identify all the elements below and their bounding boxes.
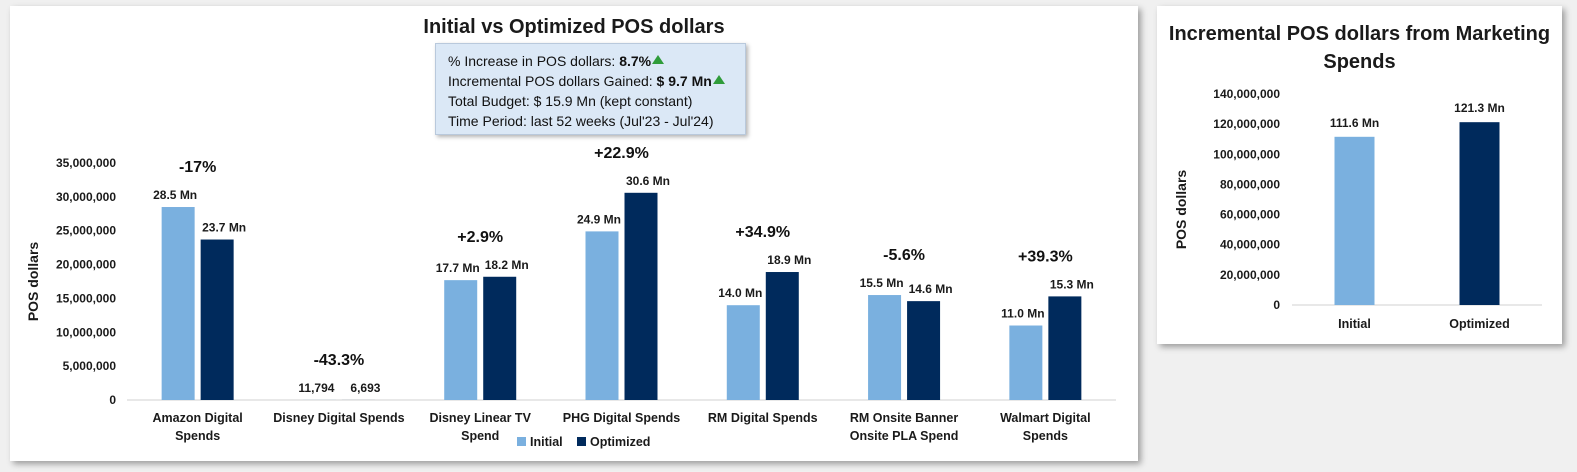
y-tick-label: 25,000,000 [56,224,116,238]
chart-title-line: Spends [1323,51,1396,73]
x-category-label: Spends [1023,429,1068,443]
bar-optimized [624,192,658,400]
x-category-label: RM Digital Spends [708,411,818,425]
summary-budget-line: Total Budget: $ 15.9 Mn (kept constant) [448,93,693,109]
data-label: 11.0 Mn [1001,307,1044,321]
summary-box: % Increase in POS dollars: 8.7% Incremen… [435,43,746,135]
data-label: 15.5 Mn [860,276,904,290]
y-tick-label: 35,000,000 [56,156,116,170]
bar-initial [1009,325,1043,400]
data-label: 17.7 Mn [436,261,480,275]
legend-label: Optimized [590,435,650,449]
y-tick-label: 15,000,000 [56,291,116,305]
incremental-pos-chart-panel: Incremental POS dollars from Marketing Sp… [1157,6,1562,344]
bar-initial [1334,136,1375,305]
y-tick-label: 0 [109,393,116,407]
change-label: -43.3% [314,352,365,369]
y-tick-label: 0 [1273,298,1280,312]
data-label: 11,794 [298,381,334,395]
up-arrow-icon [652,55,665,64]
data-label: 24.9 Mn [577,212,621,226]
x-category-label: Initial [1338,317,1371,331]
bar-initial [444,280,478,400]
bar-optimized [483,276,517,400]
summary-increase-line: % Increase in POS dollars: 8.7% [448,51,745,71]
change-label: -17% [179,159,216,176]
y-tick-label: 30,000,000 [56,190,116,204]
summary-period-line: Time Period: last 52 weeks (Jul'23 - Jul… [448,113,714,129]
y-tick-label: 5,000,000 [63,359,117,373]
data-label: 121.3 Mn [1454,101,1505,115]
x-category-label: Spends [175,429,220,443]
y-tick-label: 40,000,000 [1220,238,1280,252]
summary-increase-value: 8.7% [619,53,652,69]
bar-initial [161,207,195,400]
bar-optimized [907,301,941,400]
data-label: 28.5 Mn [153,188,197,202]
data-label: 14.0 Mn [718,286,762,300]
x-category-label: PHG Digital Spends [563,411,680,425]
bar-initial [868,295,902,400]
bar-optimized [200,239,234,400]
up-arrow-icon [712,75,725,84]
summary-increase-label: % Increase in POS dollars: [448,53,620,69]
legend-swatch [577,437,586,446]
x-category-label: RM Onsite Banner [850,411,958,425]
change-label: +34.9% [735,224,790,241]
change-label: +39.3% [1018,248,1073,265]
data-label: 111.6 Mn [1330,116,1379,130]
summary-incremental-value: $ 9.7 Mn [656,73,712,89]
data-label: 15.3 Mn [1050,277,1094,291]
y-axis-title: POS dollars [25,242,41,322]
change-label: +2.9% [457,229,503,246]
x-category-label: Amazon Digital [152,411,242,425]
y-tick-label: 60,000,000 [1220,208,1280,222]
x-category-label: Spend [461,429,499,443]
bar-optimized [1459,122,1500,306]
y-axis-title: POS dollars [1173,170,1189,250]
y-tick-label: 100,000,000 [1213,147,1280,161]
legend-label: Initial [530,435,563,449]
data-label: 18.2 Mn [485,258,529,272]
bar-optimized [1048,296,1082,400]
chart-title-line: Incremental POS dollars from Marketing [1168,23,1551,45]
bar-optimized [765,272,799,400]
y-tick-label: 10,000,000 [56,325,116,339]
x-category-label: Walmart Digital [1000,411,1091,425]
legend-swatch [517,437,526,446]
y-tick-label: 20,000,000 [56,258,116,272]
x-category-label: Disney Linear TV [429,411,531,425]
x-category-label: Optimized [1449,317,1509,331]
x-category-label: Onsite PLA Spend [850,429,959,443]
x-category-label: Disney Digital Spends [273,411,404,425]
summary-incremental-label: Incremental POS dollars Gained: [448,73,657,89]
y-tick-label: 120,000,000 [1213,117,1280,131]
pos-comparison-chart: POS dollars 0 5,000,000 10,000,000 15,000,00… [25,145,1116,449]
pos-comparison-chart-panel: Initial vs Optimized POS dollars POS dol… [10,6,1138,461]
change-label: -5.6% [883,247,925,264]
chart-title: Initial vs Optimized POS dollars [423,16,725,38]
data-label: 6,693 [350,381,380,395]
chart-title: Incremental POS dollars from Marketing Sp… [1157,20,1562,76]
change-label: +22.9% [594,145,649,162]
data-label: 14.6 Mn [909,282,953,296]
incremental-pos-chart: POS dollars 0 20,000,000 40,000,000 60,000,0… [1173,87,1542,331]
y-tick-label: 140,000,000 [1213,87,1280,101]
summary-incremental-line: Incremental POS dollars Gained: $ 9.7 Mn [448,71,745,91]
data-label: 23.7 Mn [202,221,246,235]
data-label: 30.6 Mn [626,174,670,188]
y-tick-label: 80,000,000 [1220,177,1280,191]
bar-initial [585,231,619,400]
data-label: 18.9 Mn [767,253,811,267]
y-tick-label: 20,000,000 [1220,268,1280,282]
bar-initial [726,305,760,400]
